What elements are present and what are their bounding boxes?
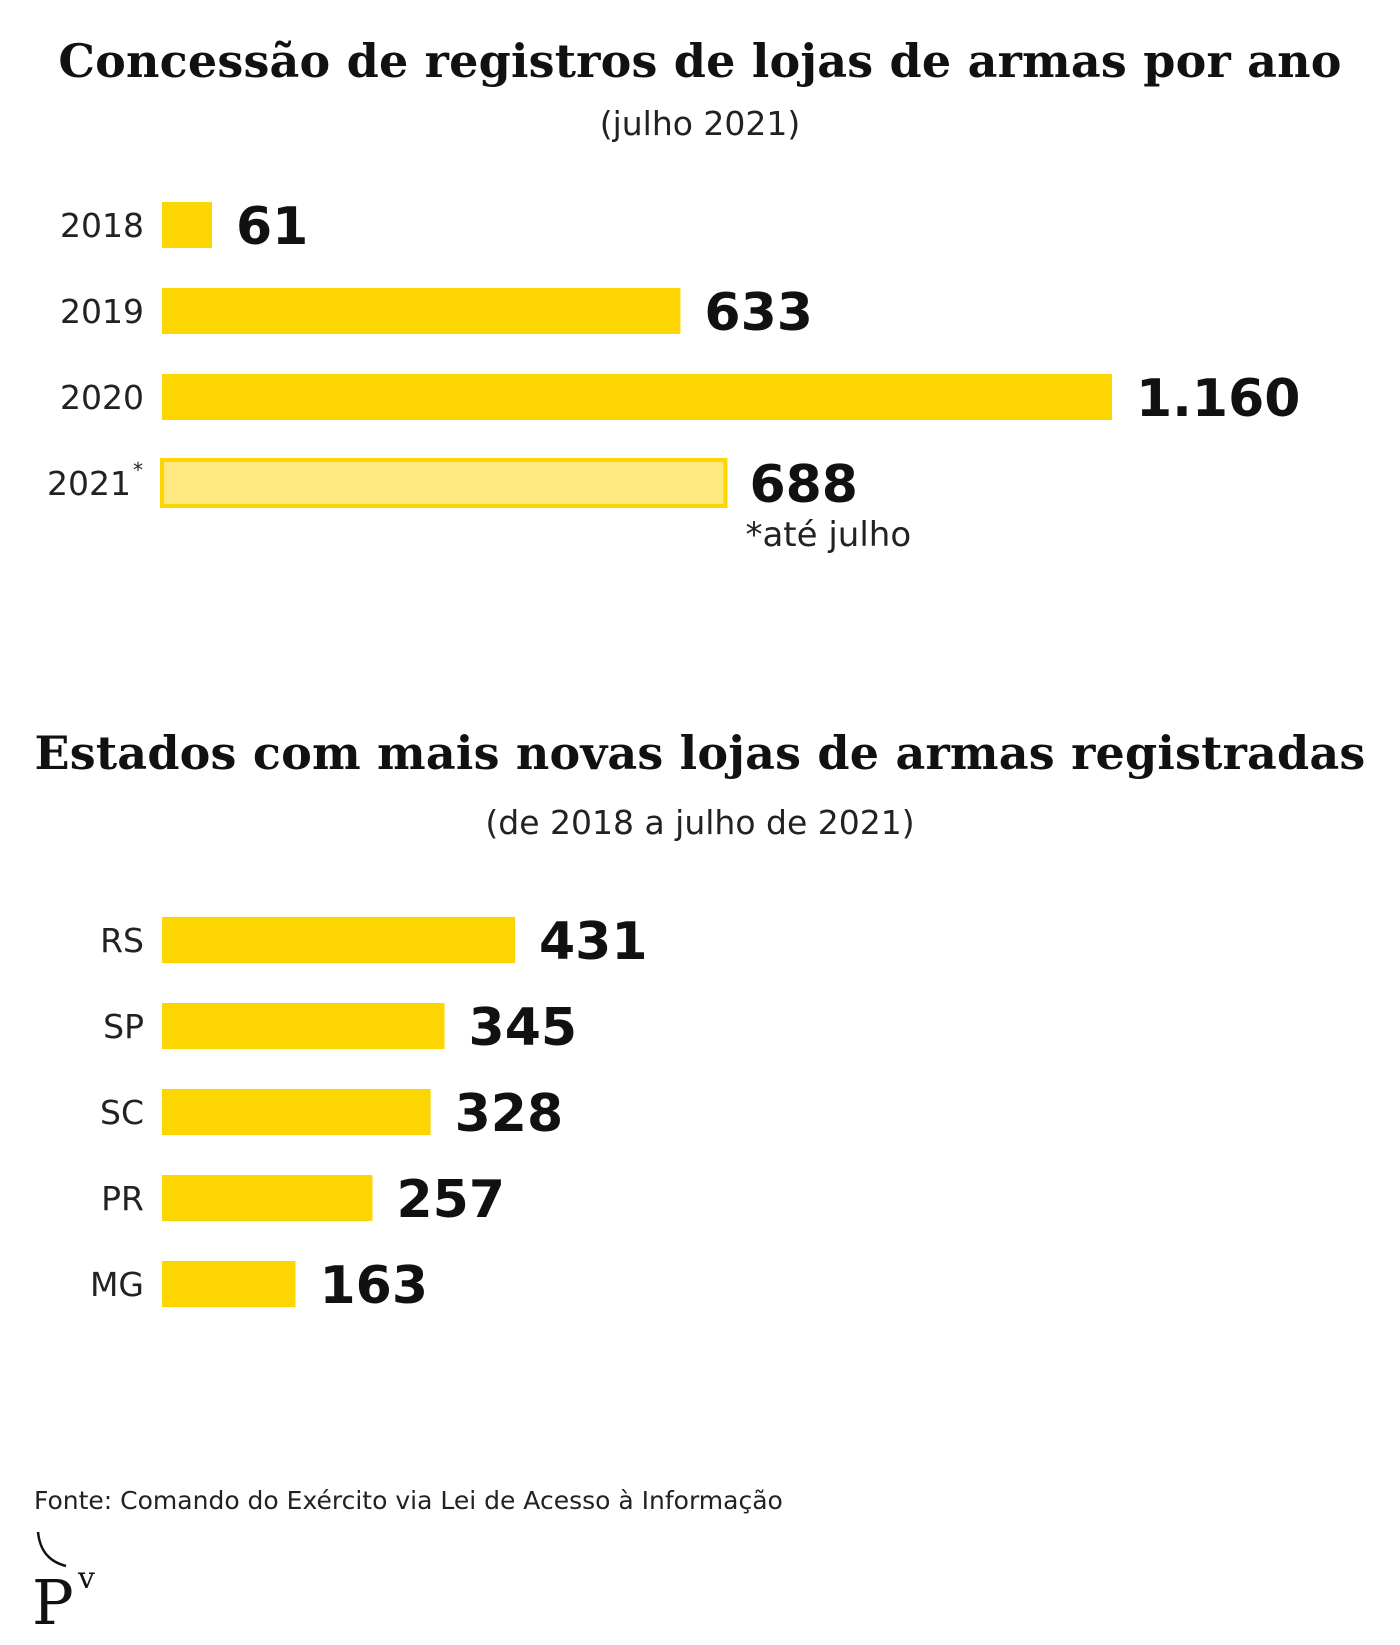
value-label-sp: 345 [469,998,578,1058]
category-marker: * [133,458,143,482]
logo-text: P [32,1566,74,1630]
bar-2021 [160,458,728,508]
category-label-2019: 2019 [60,292,144,331]
svg-text:v: v [77,1561,95,1596]
chart-1-bars: 2018 61 2019 633 2020 1.160 2021 * 688*até julho [47,197,1300,555]
value-label-2019: 633 [704,283,813,343]
value-label-2020: 1.160 [1136,369,1300,429]
chart-1-title: Concessão de registros de lojas de armas… [58,34,1342,88]
bar-sc [162,1089,431,1135]
chart-1-subtitle: (julho 2021) [599,104,801,143]
category-label-sp: SP [103,1007,144,1046]
chart-2-subtitle: (de 2018 a julho de 2021) [485,803,915,842]
category-label-mg: MG [90,1265,144,1304]
value-label-pr: 257 [396,1170,505,1230]
category-label-2021: 2021 [47,464,131,503]
category-label-2018: 2018 [60,206,144,245]
value-label-2018: 61 [236,197,308,257]
footnote: *até julho [745,515,911,555]
bar-mg [162,1261,296,1307]
chart-2-title: Estados com mais novas lojas de armas re… [34,726,1366,780]
bar-2020 [162,374,1112,420]
bar-2019 [162,288,681,334]
category-label-pr: PR [101,1179,144,1218]
pv-logo-icon: P v [32,1531,95,1630]
value-label-mg: 163 [319,1256,428,1316]
value-label-2021: 688 [749,455,858,515]
source-note: Fonte: Comando do Exército via Lei de Ac… [34,1486,783,1515]
value-label-sc: 328 [455,1084,564,1144]
value-label-rs: 431 [539,912,648,972]
bar-2018 [162,202,212,248]
category-label-2020: 2020 [60,378,144,417]
bar-pr [162,1175,373,1221]
category-label-sc: SC [100,1093,144,1132]
chart-2-bars: RS 431 SP 345 SC 328 PR 257 MG 163 [90,912,648,1316]
bar-sp [162,1003,445,1049]
category-label-rs: RS [100,921,144,960]
bar-rs [162,917,515,963]
